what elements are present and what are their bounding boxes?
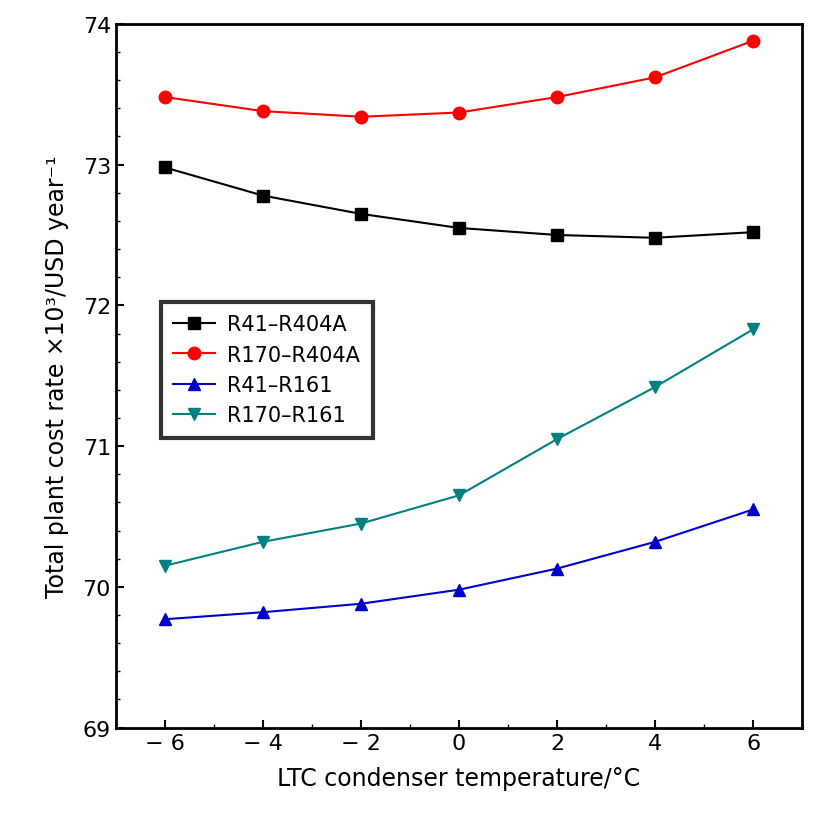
R170–R161 [552, 435, 562, 445]
Line: R170–R404A: R170–R404A [159, 36, 759, 124]
R41–R161 [650, 538, 660, 547]
R41–R161 [454, 585, 464, 595]
R41–R161 [748, 505, 758, 515]
R170–R161 [258, 538, 268, 547]
R170–R404A [552, 93, 562, 103]
Line: R41–R404A: R41–R404A [159, 162, 759, 245]
R41–R404A [552, 231, 562, 241]
R41–R404A [650, 233, 660, 243]
R41–R161 [160, 614, 170, 624]
R170–R404A [650, 74, 660, 84]
R41–R161 [258, 608, 268, 618]
R170–R404A [356, 112, 366, 122]
R170–R404A [258, 107, 268, 117]
X-axis label: LTC condenser temperature/°C: LTC condenser temperature/°C [277, 767, 641, 791]
R41–R404A [160, 163, 170, 173]
R170–R161 [748, 325, 758, 335]
R170–R161 [160, 561, 170, 571]
Y-axis label: Total plant cost rate ×10³/USD year⁻¹: Total plant cost rate ×10³/USD year⁻¹ [45, 155, 69, 597]
R41–R161 [552, 564, 562, 574]
R170–R161 [650, 383, 660, 393]
R170–R161 [356, 519, 366, 529]
R170–R161 [454, 491, 464, 501]
Legend: R41–R404A, R170–R404A, R41–R161, R170–R161: R41–R404A, R170–R404A, R41–R161, R170–R1… [160, 303, 372, 438]
Line: R41–R161: R41–R161 [159, 504, 759, 626]
R41–R161 [356, 599, 366, 609]
R170–R404A [160, 93, 170, 103]
R41–R404A [356, 209, 366, 219]
R170–R404A [748, 36, 758, 46]
Line: R170–R161: R170–R161 [159, 323, 759, 572]
R41–R404A [454, 224, 464, 234]
R41–R404A [258, 191, 268, 201]
R170–R404A [454, 108, 464, 118]
R41–R404A [748, 228, 758, 238]
